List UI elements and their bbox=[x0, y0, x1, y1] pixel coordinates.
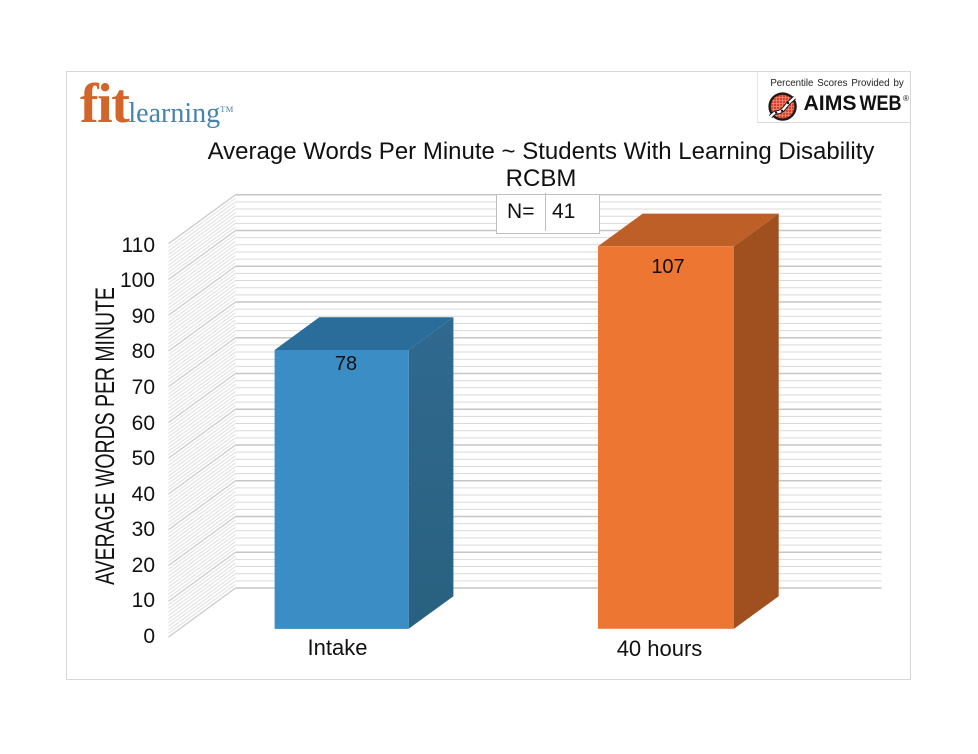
svg-text:WEB: WEB bbox=[860, 92, 902, 115]
svg-text:AIMS: AIMS bbox=[804, 92, 857, 115]
svg-text:®: ® bbox=[903, 94, 909, 103]
